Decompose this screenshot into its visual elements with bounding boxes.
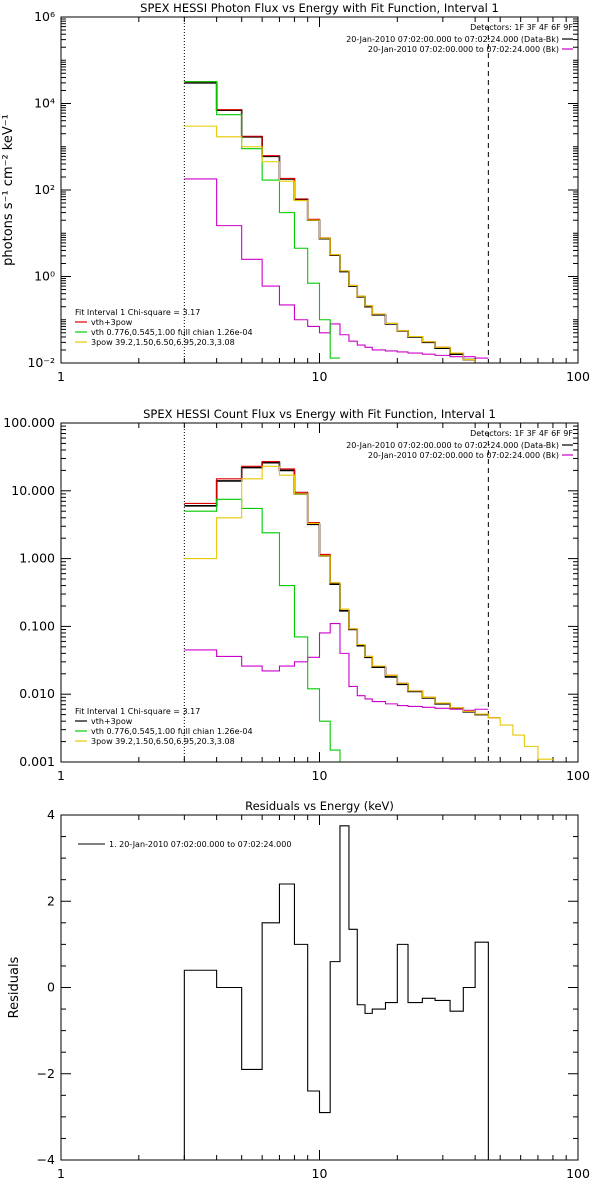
- series-line-3pow: [184, 465, 553, 760]
- y-tick-label: 10⁰: [34, 269, 55, 284]
- y-tick-label: 10⁶: [34, 9, 55, 24]
- x-tick-label: 10: [312, 768, 328, 783]
- photon-flux-panel: SPEX HESSI Photon Flux vs Energy with Fi…: [1, 1, 590, 384]
- legend-bottom-header: Fit Interval 1 Chi-square = 3.17: [75, 707, 200, 716]
- y-tick-label: 0.100: [19, 618, 55, 633]
- x-tick-label: 1: [57, 369, 65, 384]
- y-tick-label: 4: [47, 807, 55, 822]
- legend-bottom-label: vth+3pow: [91, 318, 133, 327]
- plot-frame: [60, 814, 579, 1161]
- series-line-data-bk: [184, 461, 489, 716]
- legend-bottom-label: 3pow 39.2,1.50,6.50,6.95,20.3,3.08: [91, 338, 235, 347]
- y-tick-label: 1.000: [19, 551, 55, 566]
- legend-bottom-label: vth 0.776,0.545,1.00 full chian 1.26e-04: [91, 727, 253, 736]
- series-group: [184, 461, 553, 762]
- y-tick-label: 100.000: [3, 415, 55, 430]
- series-line-bk: [184, 178, 489, 359]
- legend-top-label: 20-Jan-2010 07:02:00.000 to 07:02:24.000…: [368, 451, 559, 460]
- x-tick-label: 100: [566, 369, 590, 384]
- plot-frame: [60, 422, 579, 763]
- legend-top-label: 20-Jan-2010 07:02:00.000 to 07:02:24.000…: [346, 35, 559, 44]
- y-tick-label: −2: [37, 1066, 55, 1081]
- legend-top-header: Detectors: 1F 3F 4F 6F 9F: [470, 429, 573, 438]
- y-tick-label: 10²: [34, 182, 55, 197]
- y-tick-label: 10.000: [11, 483, 55, 498]
- count-flux-panel: SPEX HESSI Count Flux vs Energy with Fit…: [3, 407, 590, 783]
- legend-top-label: 20-Jan-2010 07:02:00.000 to 07:02:24.000…: [368, 45, 559, 54]
- x-tick-label: 10: [312, 1166, 328, 1181]
- series-group: [183, 825, 489, 1160]
- legend-top-label: 20-Jan-2010 07:02:00.000 to 07:02:24.000…: [346, 441, 559, 450]
- series-line-3pow: [184, 125, 476, 363]
- legend-bottom-label: vth 0.776,0.545,1.00 full chian 1.26e-04: [91, 328, 253, 337]
- x-tick-label: 1: [57, 768, 65, 783]
- x-tick-label: 10: [312, 369, 328, 384]
- y-tick-label: 0: [47, 980, 55, 995]
- residuals-panel: Residuals vs Energy (keV) Residuals 1 10 100…: [7, 799, 590, 1181]
- y-tick-label: 0.010: [19, 686, 55, 701]
- x-tick-label: 1: [57, 1166, 65, 1181]
- y-tick-label: 2: [47, 893, 55, 908]
- chart-title: Residuals vs Energy (keV): [245, 799, 394, 813]
- legend-bottom-label: vth+3pow: [91, 717, 133, 726]
- y-tick-label: −4: [37, 1152, 55, 1167]
- series-line-vth: [184, 81, 340, 359]
- legend-bottom-header: Fit Interval 1 Chi-square = 3.17: [75, 308, 200, 317]
- y-tick-label: 10⁴: [34, 96, 55, 111]
- legend-top-header: Detectors: 1F 3F 4F 6F 9F: [470, 23, 573, 32]
- y-tick-label: 10⁻²: [27, 355, 55, 370]
- chart-title: SPEX HESSI Count Flux vs Energy with Fit…: [143, 407, 496, 421]
- legend-label: 1. 20-Jan-2010 07:02:00.000 to 07:02:24.…: [109, 840, 291, 849]
- x-tick-label: 100: [566, 1166, 590, 1181]
- y-axis-label: photons s⁻¹ cm⁻² keV⁻¹: [1, 114, 16, 266]
- plot-frame: [60, 16, 579, 364]
- series-line-vth-3pow: [184, 461, 501, 719]
- y-tick-label: 0.001: [19, 754, 55, 769]
- series-group: [184, 81, 489, 363]
- chart-title: SPEX HESSI Photon Flux vs Energy with Fi…: [140, 1, 499, 15]
- series-line-data-bk: [184, 82, 476, 363]
- series-line-1-20-jan-2010-07-02-00-000-to-07-02-24-000: [183, 825, 489, 1160]
- x-tick-label: 100: [566, 768, 590, 783]
- legend-bottom-label: 3pow 39.2,1.50,6.50,6.95,20.3,3.08: [91, 737, 235, 746]
- series-line-bk: [184, 623, 489, 711]
- y-axis-label: Residuals: [7, 956, 22, 1018]
